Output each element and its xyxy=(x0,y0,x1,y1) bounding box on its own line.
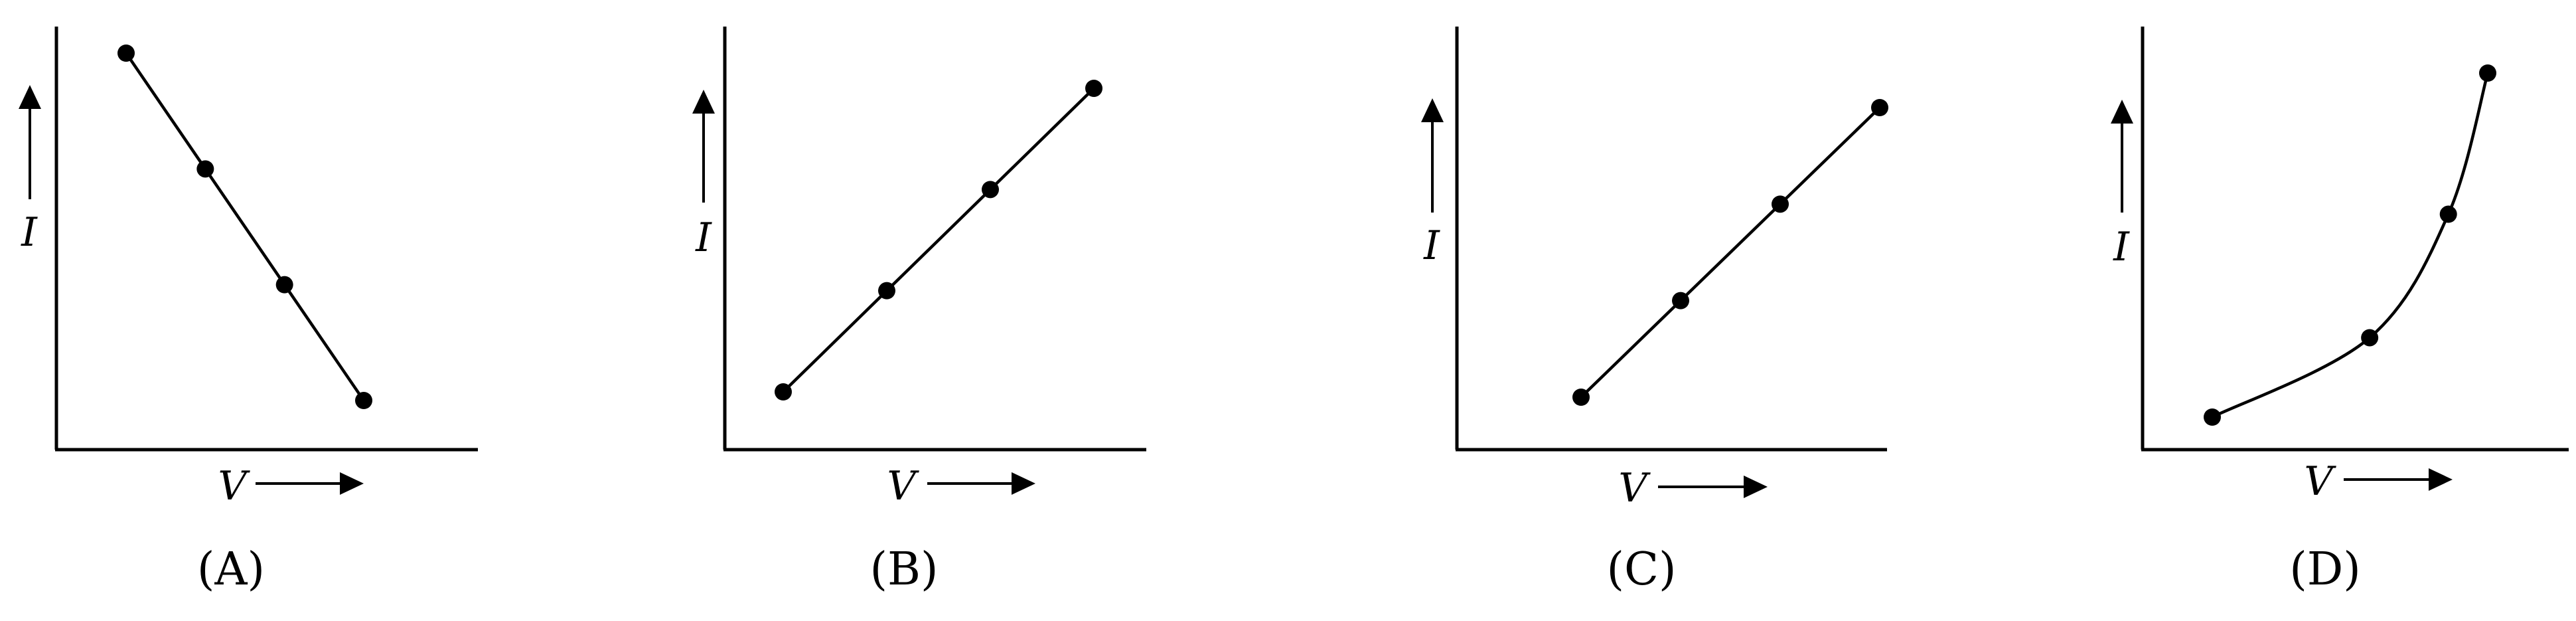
data-point xyxy=(2361,329,2379,347)
data-point xyxy=(1672,292,1689,310)
chart-panel-a: I V (A) xyxy=(19,27,478,596)
data-point xyxy=(196,160,214,178)
series-line xyxy=(2211,72,2490,419)
data-point xyxy=(2479,64,2496,82)
data-point xyxy=(355,392,372,409)
panel-label: (B) xyxy=(870,543,938,596)
y-direction-arrowhead xyxy=(1421,98,1444,122)
chart-panel-b: I V (B) xyxy=(692,27,1146,596)
data-point xyxy=(2204,408,2221,426)
data-point xyxy=(775,383,792,400)
y-axis-label: I xyxy=(1423,222,1440,269)
y-direction-arrowhead xyxy=(19,85,41,109)
y-axis-label: I xyxy=(695,215,712,261)
data-point xyxy=(2439,205,2457,223)
chart-panel-d: I V (D) xyxy=(2111,27,2569,596)
series-line xyxy=(782,87,1095,393)
data-point xyxy=(1871,99,1888,116)
x-axis-label: V xyxy=(218,463,250,509)
x-axis-label: V xyxy=(1618,465,1651,511)
data-point xyxy=(1772,195,1789,213)
series-line xyxy=(1580,106,1881,399)
x-axis-label: V xyxy=(887,463,919,509)
x-axis-label: V xyxy=(2304,458,2336,505)
y-axis-label: I xyxy=(2113,224,2130,270)
y-direction-arrowhead xyxy=(692,90,715,114)
data-point xyxy=(878,282,895,300)
panel-label: (C) xyxy=(1606,543,1676,596)
x-direction-arrowhead xyxy=(1744,476,1768,498)
x-direction-arrowhead xyxy=(340,472,364,495)
panel-label: (A) xyxy=(197,543,265,596)
panel-label: (D) xyxy=(2289,543,2361,596)
data-point xyxy=(1572,389,1590,406)
y-axis-label: I xyxy=(21,209,38,256)
x-direction-arrowhead xyxy=(2429,468,2453,491)
x-direction-arrowhead xyxy=(1012,472,1035,495)
data-point xyxy=(117,44,135,62)
series-line xyxy=(125,52,365,402)
chart-panel-c: I V (C) xyxy=(1421,27,1888,596)
data-point xyxy=(275,276,293,294)
data-point xyxy=(982,181,999,199)
y-direction-arrowhead xyxy=(2111,100,2133,124)
data-point xyxy=(1085,80,1102,97)
